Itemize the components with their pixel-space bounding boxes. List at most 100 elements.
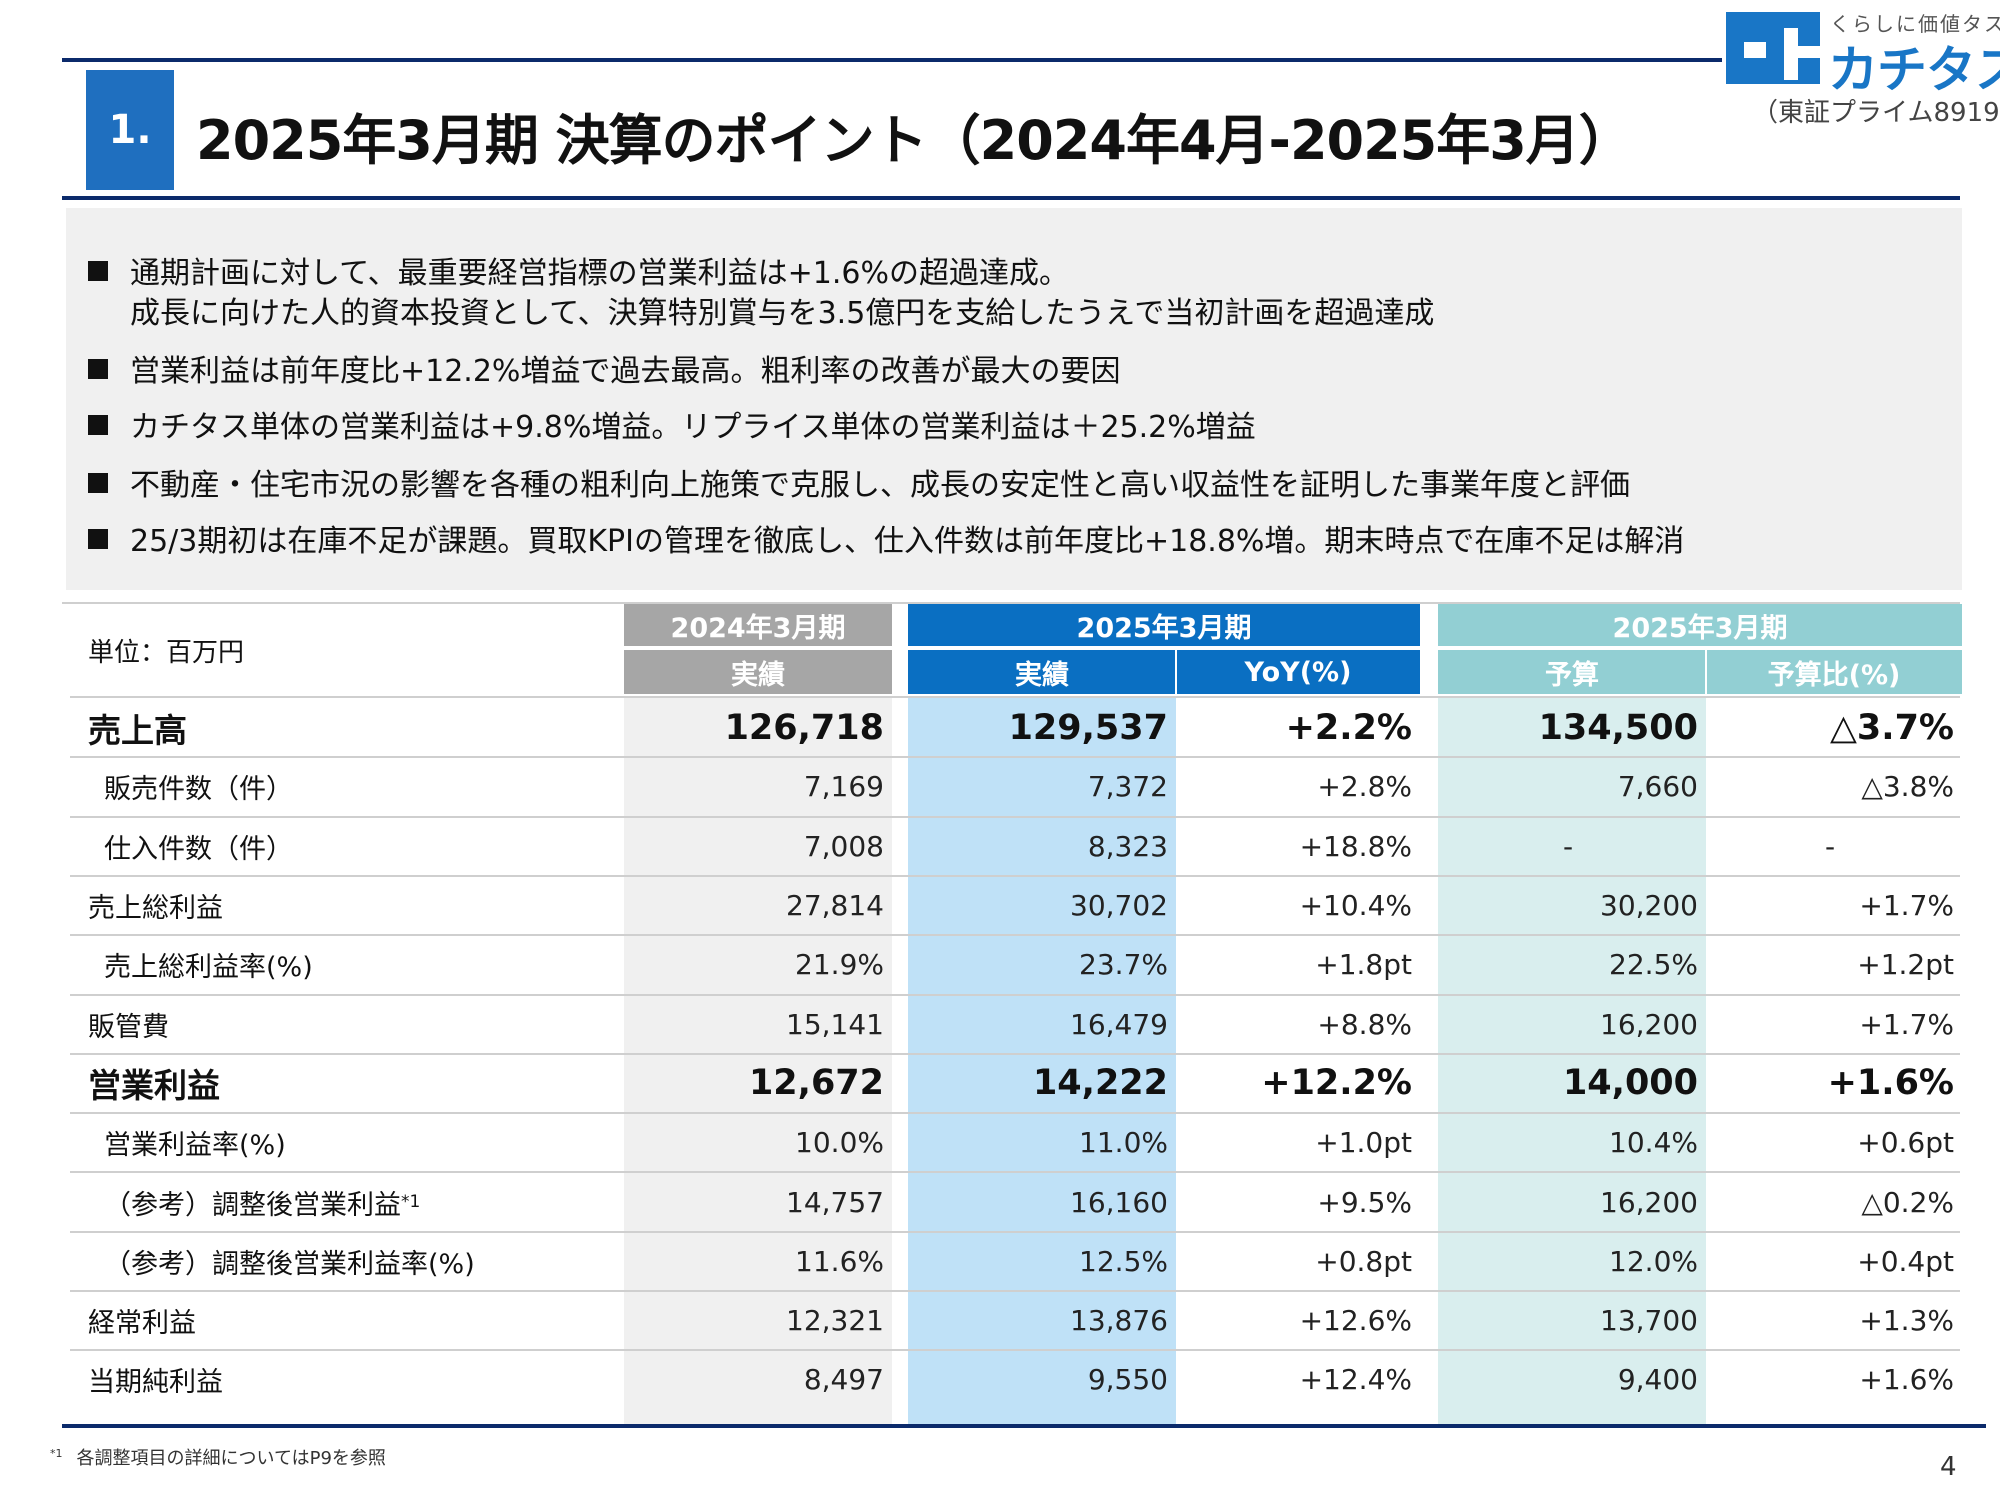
- group-header: 2025年3月期: [908, 604, 1420, 646]
- column-background: [1438, 698, 1706, 1424]
- bullet-square-icon: [88, 415, 108, 435]
- summary-bullet-1: 通期計画に対して、最重要経営指標の営業利益は+1.6%の超過達成。: [88, 248, 1069, 292]
- summary-bullet-5: 25/3期初は在庫不足が課題。買取KPIの管理を徹底し、仕入件数は前年度比+18…: [88, 516, 1684, 560]
- title-underline: [62, 196, 1960, 200]
- summary-bullet-2: 営業利益は前年度比+12.2%増益で過去最高。粗利率の改善が最大の要因: [88, 346, 1120, 390]
- table-cell: +12.2%: [1261, 1063, 1412, 1104]
- table-cell: 15,141: [786, 1007, 884, 1041]
- table-cell: 10.4%: [1609, 1126, 1698, 1160]
- column-background: [1176, 698, 1420, 1424]
- row-divider: [70, 1349, 1960, 1352]
- table-cell: 21.9%: [795, 948, 884, 982]
- table-cell: 8,497: [803, 1363, 884, 1397]
- table-cell: △0.2%: [1861, 1185, 1954, 1219]
- table-cell: +1.8pt: [1315, 948, 1412, 982]
- row-divider: [70, 993, 1960, 996]
- table-cell: +9.5%: [1317, 1185, 1412, 1219]
- table-cell: 129,537: [1008, 707, 1168, 748]
- row-divider: [70, 934, 1960, 937]
- unit-label: 単位：百万円: [88, 638, 245, 668]
- header-top-rule: [62, 58, 1722, 62]
- row-divider: [70, 874, 1960, 877]
- bullet-square-icon: [88, 473, 108, 493]
- table-cell: 23.7%: [1079, 948, 1168, 982]
- footnote-mark: *1: [50, 1447, 63, 1460]
- table-cell: 11.0%: [1079, 1126, 1168, 1160]
- table-row-label: 売上総利益: [88, 893, 223, 925]
- table-cell: +10.4%: [1299, 889, 1412, 923]
- summary-bullet-1-continuation: 成長に向けた人的資本投資として、決算特別賞与を3.5億円を支給したうえで当初計画…: [130, 296, 1435, 331]
- bullet-text: 営業利益は前年度比+12.2%増益で過去最高。粗利率の改善が最大の要因: [130, 354, 1121, 389]
- table-cell: 14,000: [1562, 1063, 1698, 1104]
- column-header: 予算比(%): [1706, 650, 1962, 694]
- table-cell: 22.5%: [1609, 948, 1698, 982]
- bullet-square-icon: [88, 261, 108, 281]
- table-cell: +12.6%: [1299, 1304, 1412, 1338]
- summary-bullet-3: カチタス単体の営業利益は+9.8%増益。リプライス単体の営業利益は＋25.2%増…: [88, 402, 1256, 446]
- footnote: *1 各調整項目の詳細についてはP9を参照: [50, 1444, 386, 1470]
- table-cell: +1.6%: [1827, 1063, 1954, 1104]
- row-divider: [70, 1290, 1960, 1292]
- logo-tagline: くらしに価値タス: [1830, 12, 2000, 36]
- table-row-label: 営業利益: [88, 1066, 220, 1106]
- table-cell: +1.6%: [1859, 1363, 1954, 1397]
- table-row-label: 売上高: [88, 710, 187, 750]
- page-number: 4: [1940, 1452, 1957, 1482]
- table-cell: 8,323: [1087, 829, 1168, 863]
- table-cell: 14,757: [786, 1185, 884, 1219]
- table-cell: 7,008: [803, 829, 884, 863]
- logo-listing: （東証プライム8919）: [1752, 98, 2000, 128]
- column-header: 実績: [624, 650, 892, 694]
- table-cell: -: [1824, 829, 1836, 863]
- table-cell: 14,222: [1032, 1063, 1168, 1104]
- bullet-text: 25/3期初は在庫不足が課題。買取KPIの管理を徹底し、仕入件数は前年度比+18…: [130, 524, 1685, 559]
- table-cell: 134,500: [1538, 707, 1698, 748]
- column-background: [624, 698, 892, 1424]
- table-cell: 30,200: [1600, 889, 1698, 923]
- table-cell: 13,700: [1600, 1304, 1698, 1338]
- table-cell: △3.8%: [1861, 770, 1954, 804]
- row-divider: [70, 815, 1960, 818]
- table-cell: +1.7%: [1859, 889, 1954, 923]
- column-header: YoY(%): [1176, 650, 1420, 694]
- bullet-text: カチタス単体の営業利益は+9.8%増益。リプライス単体の営業利益は＋25.2%増…: [130, 410, 1256, 445]
- row-divider: [70, 1112, 1960, 1115]
- summary-bullet-4: 不動産・住宅市況の影響を各種の粗利向上施策で克服し、成長の安定性と高い収益性を証…: [88, 460, 1630, 504]
- logo-name: カチタス: [1828, 41, 2000, 99]
- table-row-label: 経常利益: [88, 1308, 196, 1340]
- table-row-label: 当期純利益: [88, 1367, 223, 1399]
- column-header: 実績: [908, 650, 1176, 694]
- bullet-square-icon: [88, 529, 108, 549]
- table-cell: 10.0%: [795, 1126, 884, 1160]
- header-separator: [1175, 650, 1177, 694]
- table-cell: +2.2%: [1285, 707, 1412, 748]
- table-cell: +1.3%: [1859, 1304, 1954, 1338]
- table-cell: 30,702: [1070, 889, 1168, 923]
- bullet-square-icon: [88, 359, 108, 379]
- table-cell: 16,200: [1600, 1007, 1698, 1041]
- column-background: [908, 698, 1176, 1424]
- bullet-text: 通期計画に対して、最重要経営指標の営業利益は+1.6%の超過達成。: [130, 256, 1069, 291]
- page-title: 2025年3月期 決算のポイント（2024年4月-2025年3月）: [196, 109, 1633, 172]
- table-cell: +18.8%: [1299, 829, 1412, 863]
- table-cell: +0.6pt: [1857, 1126, 1954, 1160]
- row-divider: [70, 1171, 1960, 1174]
- table-cell: 12,321: [786, 1304, 884, 1338]
- kachitas-logo-icon: [1726, 12, 1820, 84]
- table-bottom-rule: [62, 1424, 1986, 1428]
- table-cell: 13,876: [1070, 1304, 1168, 1338]
- table-cell: 16,200: [1600, 1185, 1698, 1219]
- table-row-label: （参考）調整後営業利益率(%): [104, 1248, 475, 1280]
- table-cell: 16,160: [1070, 1185, 1168, 1219]
- summary-box: [66, 208, 1962, 590]
- table-cell: 11.6%: [795, 1244, 884, 1278]
- table-cell: 9,400: [1617, 1363, 1698, 1397]
- table-cell: 7,169: [803, 770, 884, 804]
- table-cell: +0.4pt: [1857, 1244, 1954, 1278]
- row-divider: [70, 756, 1960, 759]
- table-cell: +1.7%: [1859, 1007, 1954, 1041]
- table-cell: +2.8%: [1317, 770, 1412, 804]
- table-cell: 12.0%: [1609, 1244, 1698, 1278]
- table-cell: 27,814: [786, 889, 884, 923]
- column-header: 予算: [1438, 650, 1706, 694]
